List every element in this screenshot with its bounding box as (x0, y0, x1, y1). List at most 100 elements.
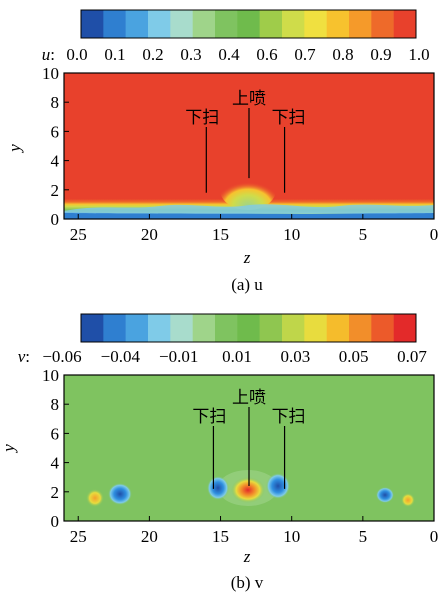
xlabel-a: z (243, 248, 251, 267)
y-tick-label: 2 (51, 181, 60, 200)
colorbar-tick-label: 0.01 (222, 347, 252, 366)
colorbar-tick-label: 0.7 (294, 45, 316, 64)
colorbar-frame (80, 313, 417, 343)
colorbar-tick-label: −0.06 (42, 347, 81, 366)
caption-b: (b) v (231, 573, 264, 592)
colorbar-swatch (393, 10, 417, 38)
colorbar-swatch (393, 314, 417, 342)
x-tick-label: 5 (359, 225, 368, 244)
colorbar-swatch (215, 10, 238, 38)
colorbar-swatch (237, 314, 260, 342)
ylabel-a: y (5, 144, 24, 154)
colorbar-tick-label: 0.07 (397, 347, 427, 366)
colorbar-tick-label: 0.3 (180, 45, 201, 64)
y-tick-label: 0 (51, 512, 60, 531)
colorbar-u-ticks: 0.0 0.1 0.2 0.3 0.4 0.6 0.7 0.8 0.9 1.0 (66, 45, 429, 64)
colorbar-tick-label: 0.6 (256, 45, 277, 64)
x-tick-label: 20 (141, 225, 158, 244)
x-tick-label: 25 (70, 225, 87, 244)
colorbar-tick-label: 0.0 (66, 45, 87, 64)
y-tick-label: 8 (51, 395, 60, 414)
plot-frame-a (63, 72, 435, 220)
x-tick-label: 10 (283, 527, 300, 546)
colorbar-swatch (125, 314, 149, 342)
panel-a: u: 0.0 0.1 0.2 0.3 0.4 0.6 0.7 0.8 0.9 1.0 25 20 15… (5, 9, 438, 294)
colorbar-u (80, 9, 417, 39)
caption-a: (a) u (231, 275, 263, 294)
plot-frame-b (63, 374, 435, 522)
colorbar-swatch (81, 10, 104, 38)
colorbar-swatch (170, 10, 193, 38)
colorbar-swatch (148, 314, 171, 342)
colorbar-tick-label: 0.1 (104, 45, 125, 64)
colorbar-swatch (125, 10, 149, 38)
y-tick-label: 8 (51, 93, 60, 112)
colorbar-swatch (326, 10, 350, 38)
annotation-label: 下扫 (185, 108, 219, 128)
xlabel-b: z (243, 547, 251, 566)
colorbar-swatch (304, 314, 327, 342)
colorbar-tick-label: 0.2 (142, 45, 163, 64)
x-tick-label: 15 (212, 527, 229, 546)
colorbar-tick-label: 0.4 (218, 45, 240, 64)
field-u (64, 73, 434, 219)
y-tick-label: 4 (51, 152, 60, 171)
panel-b: v: −0.06 −0.04 −0.01 0.01 0.03 0.05 0.07 2 5 20 1… (0, 313, 438, 592)
x-tick-label: 10 (283, 225, 300, 244)
colorbar-swatch (371, 10, 394, 38)
x-tick-label: 0 (430, 225, 439, 244)
colorbar-v-ticks: −0.06 −0.04 −0.01 0.01 0.03 0.05 0.07 (42, 347, 427, 366)
colorbar-tick-label: 0.8 (332, 45, 353, 64)
y-tick-label: 4 (51, 454, 60, 473)
annotation-label: 下扫 (272, 407, 306, 427)
x-tick-label: 20 (141, 527, 158, 546)
colorbar-swatch (326, 314, 350, 342)
x-tick-label: 15 (212, 225, 229, 244)
annotation-label: 上喷 (232, 388, 266, 408)
annotation-label: 上喷 (232, 89, 266, 109)
annotation-label: 下扫 (272, 108, 306, 128)
colorbar-v (80, 313, 417, 343)
y-tick-label: 10 (42, 64, 59, 83)
ylabel-b: y (0, 444, 18, 454)
y-tick-label: 0 (51, 210, 60, 229)
colorbar-swatch (371, 314, 394, 342)
colorbar-v-label: v: (18, 347, 30, 366)
colorbar-tick-label: −0.01 (159, 347, 198, 366)
colorbar-swatch (259, 10, 283, 38)
axes-b: 25 20 15 10 5 0 0 2 4 6 8 10 (42, 366, 438, 546)
y-tick-label: 6 (51, 122, 60, 141)
colorbar-swatch (215, 314, 238, 342)
colorbar-swatch (282, 314, 305, 342)
y-tick-label: 2 (51, 483, 60, 502)
colorbar-swatch (237, 10, 260, 38)
colorbar-swatch (103, 10, 126, 38)
colorbar-swatch (192, 10, 216, 38)
colorbar-swatch (103, 314, 126, 342)
colorbar-swatch (349, 10, 372, 38)
colorbar-swatch (81, 314, 104, 342)
colorbar-swatch (148, 10, 171, 38)
colorbar-swatch (259, 314, 283, 342)
colorbar-frame (80, 9, 417, 39)
y-tick-label: 10 (42, 366, 59, 385)
annotation-label: 下扫 (192, 407, 226, 427)
colorbar-swatch (282, 10, 305, 38)
axes-a: 25 20 15 10 5 0 0 2 4 6 8 10 (42, 64, 438, 244)
colorbar-swatch (192, 314, 216, 342)
colorbar-tick-label: 0.05 (339, 347, 369, 366)
x-tick-label: 5 (359, 527, 368, 546)
colorbar-tick-label: −0.04 (101, 347, 141, 366)
colorbar-swatch (170, 314, 193, 342)
colorbar-tick-label: 0.9 (370, 45, 391, 64)
colorbar-swatch (349, 314, 372, 342)
colorbar-tick-label: 0.03 (280, 347, 310, 366)
colorbar-swatch (304, 10, 327, 38)
colorbar-tick-label: 1.0 (408, 45, 429, 64)
y-tick-label: 6 (51, 424, 60, 443)
colorbar-u-label: u: (42, 45, 55, 64)
x-tick-label: 0 (430, 527, 439, 546)
